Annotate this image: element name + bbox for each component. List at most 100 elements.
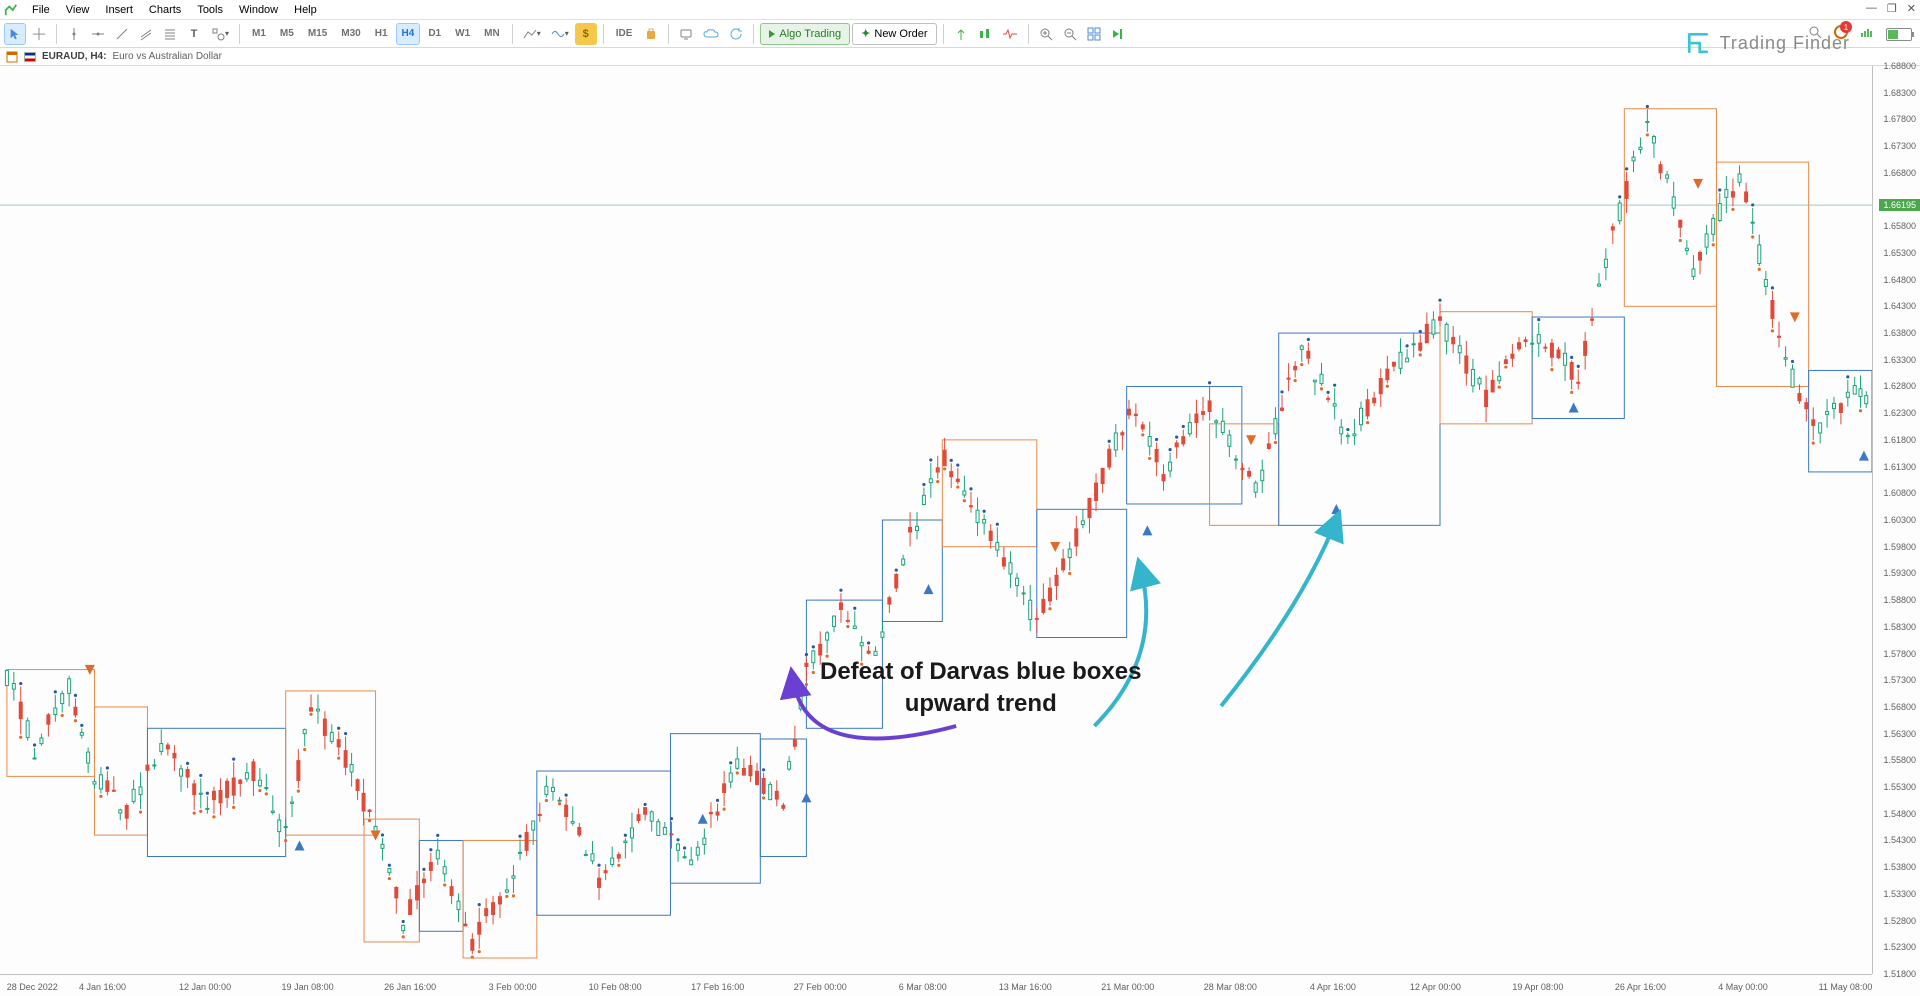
ide-button[interactable]: IDE [610, 23, 639, 45]
line-chart-tool[interactable]: ▾ [519, 23, 545, 45]
timeframe-w1[interactable]: W1 [449, 23, 476, 45]
x-tick: 21 Mar 00:00 [1101, 982, 1154, 992]
vps-icon[interactable] [675, 23, 697, 45]
y-tick: 1.61300 [1883, 462, 1916, 472]
app-logo-icon [4, 3, 18, 17]
y-tick: 1.52300 [1883, 942, 1916, 952]
x-tick: 4 May 00:00 [1718, 982, 1768, 992]
y-tick: 1.61800 [1883, 435, 1916, 445]
menu-file[interactable]: File [24, 4, 58, 16]
y-tick: 1.63800 [1883, 328, 1916, 338]
crosshair-tool[interactable] [28, 23, 50, 45]
x-tick: 3 Feb 00:00 [489, 982, 537, 992]
vline-tool[interactable] [63, 23, 85, 45]
x-tick: 12 Apr 00:00 [1410, 982, 1461, 992]
algo-trading-button[interactable]: Algo Trading [760, 23, 850, 45]
y-tick: 1.68800 [1883, 61, 1916, 71]
menu-charts[interactable]: Charts [141, 4, 189, 16]
timeframe-m30[interactable]: M30 [335, 23, 366, 45]
timeframe-d1[interactable]: D1 [422, 23, 447, 45]
market-icon[interactable] [640, 23, 662, 45]
y-tick: 1.62800 [1883, 381, 1916, 391]
y-tick: 1.57300 [1883, 675, 1916, 685]
indicators-tool[interactable]: ▾ [547, 23, 573, 45]
shift-end-icon[interactable] [1107, 23, 1129, 45]
y-tick: 1.64300 [1883, 301, 1916, 311]
chart-window-icon [6, 51, 18, 63]
close-button[interactable]: ✕ [1907, 2, 1916, 15]
x-tick: 17 Feb 16:00 [691, 982, 744, 992]
y-tick: 1.58800 [1883, 595, 1916, 605]
x-tick: 28 Mar 08:00 [1204, 982, 1257, 992]
hline-tool[interactable] [87, 23, 109, 45]
x-tick: 4 Jan 16:00 [79, 982, 126, 992]
objects-tool[interactable]: ▾ [207, 23, 233, 45]
chart-symbol: EURAUD, H4: [42, 51, 106, 62]
y-tick: 1.56800 [1883, 702, 1916, 712]
x-tick: 19 Jan 08:00 [282, 982, 334, 992]
maximize-button[interactable]: ❐ [1887, 2, 1897, 15]
y-tick: 1.53800 [1883, 862, 1916, 872]
y-tick: 1.65800 [1883, 221, 1916, 231]
cloud-icon[interactable] [699, 23, 723, 45]
trendline-tool[interactable] [111, 23, 133, 45]
signal-icon [1860, 25, 1874, 44]
y-tick: 1.62300 [1883, 408, 1916, 418]
cursor-tool[interactable] [4, 23, 26, 45]
x-tick: 12 Jan 00:00 [179, 982, 231, 992]
y-tick: 1.59300 [1883, 568, 1916, 578]
grid-icon[interactable] [1083, 23, 1105, 45]
x-tick: 4 Apr 16:00 [1310, 982, 1356, 992]
y-tick: 1.55300 [1883, 782, 1916, 792]
search-icon[interactable] [1808, 25, 1822, 44]
y-tick: 1.54800 [1883, 809, 1916, 819]
y-tick: 1.55800 [1883, 755, 1916, 765]
x-tick: 27 Feb 00:00 [794, 982, 847, 992]
bar-up-icon[interactable] [950, 23, 972, 45]
timeframe-h4[interactable]: H4 [396, 23, 421, 45]
x-tick: 26 Apr 16:00 [1615, 982, 1666, 992]
zoom-out-icon[interactable] [1059, 23, 1081, 45]
current-price-label: 1.66195 [1879, 199, 1920, 211]
notification-icon[interactable]: 1 [1834, 25, 1848, 44]
pulse-icon[interactable] [998, 23, 1022, 45]
minimize-button[interactable]: — [1866, 2, 1877, 15]
timeframe-m5[interactable]: M5 [274, 23, 300, 45]
y-tick: 1.54300 [1883, 835, 1916, 845]
y-tick: 1.65300 [1883, 248, 1916, 258]
y-tick: 1.57800 [1883, 649, 1916, 659]
candles-icon[interactable] [974, 23, 996, 45]
play-icon [769, 30, 775, 38]
timeframe-m15[interactable]: M15 [302, 23, 333, 45]
dollar-tool[interactable]: $ [575, 23, 597, 45]
menu-view[interactable]: View [58, 4, 98, 16]
y-tick: 1.67800 [1883, 114, 1916, 124]
chart-area[interactable]: 1.688001.683001.678001.673001.668001.658… [0, 66, 1920, 996]
y-tick: 1.60300 [1883, 515, 1916, 525]
y-tick: 1.66800 [1883, 168, 1916, 178]
refresh-icon[interactable] [725, 23, 747, 45]
timeframe-mn[interactable]: MN [478, 23, 506, 45]
chart-header: EURAUD, H4: Euro vs Australian Dollar [0, 48, 1920, 66]
menu-help[interactable]: Help [286, 4, 325, 16]
zoom-in-icon[interactable] [1035, 23, 1057, 45]
y-tick: 1.63300 [1883, 355, 1916, 365]
timeframe-h1[interactable]: H1 [369, 23, 394, 45]
brand-icon [1684, 29, 1712, 57]
plus-icon: ✦ [861, 27, 870, 40]
y-tick: 1.53300 [1883, 889, 1916, 899]
pair-flag-icon [24, 52, 36, 62]
time-axis: 28 Dec 20224 Jan 16:0012 Jan 00:0019 Jan… [0, 974, 1872, 996]
fibo-tool[interactable] [159, 23, 181, 45]
menu-bar: File View Insert Charts Tools Window Hel… [0, 0, 1920, 20]
menu-tools[interactable]: Tools [189, 4, 231, 16]
chart-canvas[interactable] [0, 66, 1920, 996]
y-tick: 1.64800 [1883, 275, 1916, 285]
channel-tool[interactable] [135, 23, 157, 45]
text-tool[interactable]: T [183, 23, 205, 45]
menu-window[interactable]: Window [231, 4, 286, 16]
new-order-button[interactable]: ✦New Order [852, 23, 936, 45]
timeframe-m1[interactable]: M1 [246, 23, 272, 45]
menu-insert[interactable]: Insert [97, 4, 141, 16]
y-tick: 1.60800 [1883, 488, 1916, 498]
